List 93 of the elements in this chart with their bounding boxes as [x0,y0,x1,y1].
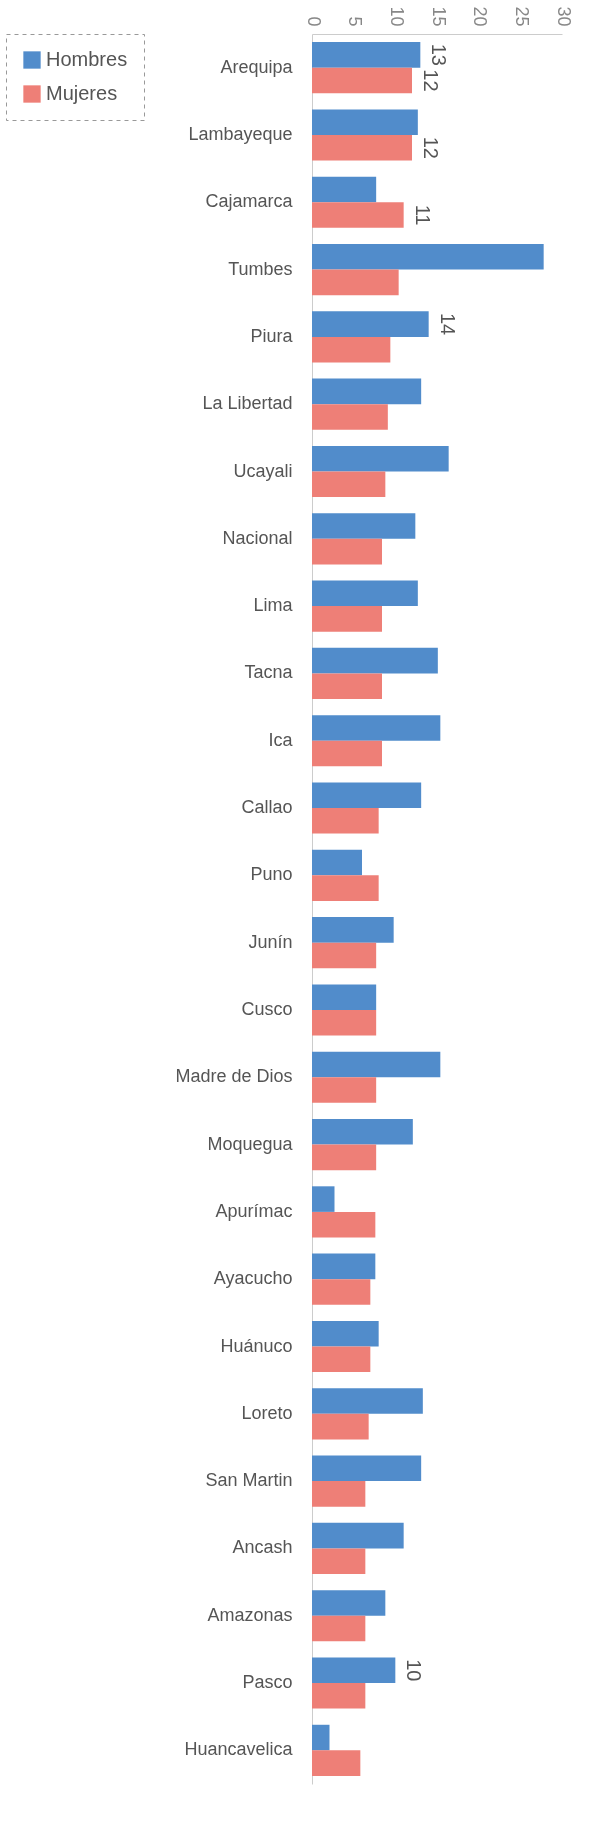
bar [312,1522,404,1549]
bar [312,942,377,969]
bar [312,1077,377,1103]
bar [312,1279,371,1305]
bar [312,1548,366,1574]
x-tick-label: 0 [303,16,324,27]
y-tick-label: Pasco [242,1672,293,1693]
bar [312,1615,366,1642]
y-tick-label: Ucayali [233,460,293,481]
bar [312,202,404,228]
y-tick-label: Amazonas [207,1604,293,1625]
bar [312,404,388,430]
y-tick-label: Piura [250,325,294,346]
bar [312,1724,330,1751]
bar [312,445,449,472]
bar [312,1413,369,1440]
y-tick-label: Cusco [241,998,293,1019]
bar [312,1253,376,1280]
y-tick-label: Lima [253,595,294,616]
data-label: 12 [420,136,442,159]
bar [312,1051,441,1078]
bar [312,808,379,834]
data-label: 13 [428,43,451,66]
x-tick-label: 30 [553,6,574,27]
y-tick-label: Tacna [244,662,294,683]
y-tick-label: Puno [250,864,293,885]
bar [312,42,421,68]
bar [312,849,362,876]
y-tick-label: La Libertad [202,393,293,414]
y-tick-label: Ica [268,729,294,750]
bar [312,67,412,94]
legend-label: Hombres [46,48,128,70]
bar [312,311,429,337]
bar [312,1211,376,1238]
y-tick-label: Loreto [241,1402,293,1423]
bar [312,647,438,674]
y-tick-label: Callao [241,797,293,818]
bar [312,917,394,943]
y-tick-label: Huánuco [220,1335,293,1356]
y-tick-label: Arequipa [220,56,294,77]
bar [312,1657,396,1684]
bar [312,336,391,363]
bar [312,269,399,296]
y-tick-label: Huancavelica [184,1739,294,1760]
bar [312,1119,413,1145]
bar [312,1144,377,1171]
x-tick-label: 10 [386,6,407,27]
y-tick-label: Junín [248,931,293,952]
y-tick-label: Cajamarca [205,191,294,212]
y-tick-label: San Martin [205,1470,293,1491]
x-tick-label: 5 [345,16,366,27]
data-label: 10 [403,1659,426,1682]
y-tick-label: Moquegua [207,1133,294,1154]
bar [312,1455,422,1482]
bar [312,1750,361,1776]
bar [312,471,386,498]
bar [312,673,382,699]
bar [312,244,544,270]
bar [312,715,441,741]
bar [312,1186,335,1212]
y-tick-label: Madre de Dios [175,1066,293,1087]
data-label: 12 [420,69,442,92]
bar [312,513,416,539]
y-tick-label: Apurímac [215,1200,293,1221]
data-label: 11 [411,204,434,226]
bar [312,1683,366,1709]
x-tick-label: 15 [428,6,449,27]
bar [312,875,379,901]
bar [312,378,422,405]
bar [312,1320,379,1347]
bar [312,134,412,161]
bar [312,1481,366,1507]
bar [312,1346,371,1373]
bar [312,538,382,565]
bar [312,782,422,809]
x-tick-label: 20 [470,6,491,27]
x-tick-label: 25 [511,6,532,27]
bar [312,740,382,767]
legend-label: Mujeres [46,82,118,104]
bar [312,1388,423,1414]
bar [312,580,418,607]
y-tick-label: Ancash [232,1537,293,1558]
y-tick-label: Nacional [222,527,293,548]
y-tick-label: Lambayeque [188,123,293,144]
bar [312,109,418,135]
y-tick-label: Ayacucho [213,1268,293,1289]
bar [312,176,377,203]
data-label: 14 [436,312,459,336]
bar [312,984,377,1010]
bar [312,1590,386,1616]
bar [312,606,382,632]
bar [312,1009,377,1036]
y-tick-label: Tumbes [228,258,293,279]
